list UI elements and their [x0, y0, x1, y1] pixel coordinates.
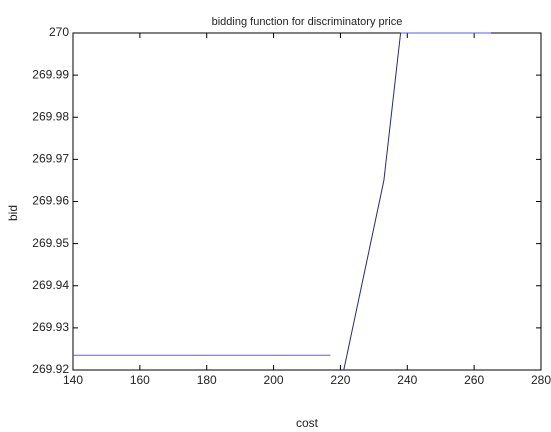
- plot-area: [72, 32, 542, 371]
- y-tick-label: 270: [49, 25, 69, 39]
- y-tick-label: 269.98: [32, 109, 69, 123]
- x-tick-label: 200: [264, 373, 284, 387]
- x-tick-label: 180: [197, 373, 217, 387]
- y-tick-label: 269.96: [32, 194, 69, 208]
- x-tick-label: 280: [531, 373, 551, 387]
- y-tick-label: 269.94: [32, 278, 69, 292]
- y-tick-label: 269.93: [32, 320, 69, 334]
- x-tick-label: 140: [63, 373, 83, 387]
- y-tick-label: 269.95: [32, 236, 69, 250]
- chart-title: bidding function for discriminatory pric…: [212, 16, 403, 28]
- y-tick-label: 269.99: [32, 67, 69, 81]
- y-tick-label: 269.92: [32, 362, 69, 376]
- x-axis-label: cost: [296, 416, 319, 430]
- x-tick-label: 240: [397, 373, 417, 387]
- line-series: [343, 32, 402, 371]
- x-tick-label: 260: [464, 373, 484, 387]
- y-axis-label: bid: [6, 205, 20, 221]
- y-tick-label: 269.97: [32, 152, 69, 166]
- x-tick-label: 160: [130, 373, 150, 387]
- x-tick-label: 220: [330, 373, 350, 387]
